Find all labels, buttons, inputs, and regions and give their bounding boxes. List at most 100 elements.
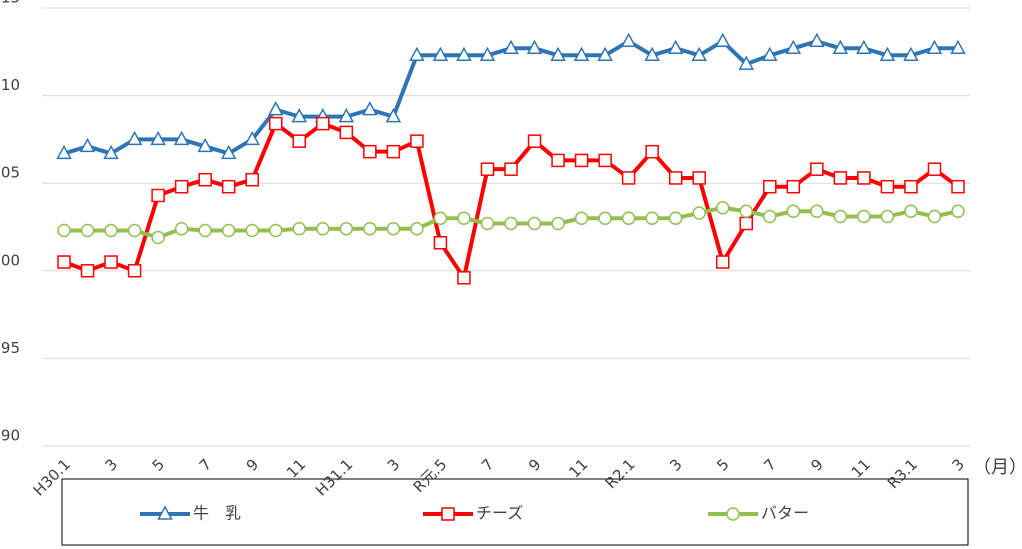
marker <box>292 134 307 148</box>
marker <box>386 222 401 236</box>
marker <box>221 179 236 194</box>
marker <box>339 125 354 140</box>
x-tick-label: 9 <box>243 455 262 474</box>
marker <box>79 137 96 153</box>
x-tick-label: 3 <box>666 455 685 474</box>
x-tick-label: 11 <box>848 455 874 481</box>
x-tick-label: 7 <box>478 455 497 474</box>
marker <box>551 153 565 168</box>
marker <box>409 46 425 62</box>
y-tick-label: 90 <box>1 427 20 445</box>
marker <box>810 204 824 218</box>
x-tick-label: 5 <box>149 455 168 474</box>
marker <box>80 223 95 238</box>
x-tick-label: 9 <box>525 455 544 474</box>
marker <box>763 179 777 194</box>
marker <box>644 46 660 62</box>
series <box>57 116 965 285</box>
marker <box>856 39 872 55</box>
legend-box <box>61 478 969 546</box>
marker <box>620 32 637 48</box>
marker <box>951 204 965 218</box>
marker <box>316 116 330 131</box>
marker <box>197 137 213 153</box>
marker <box>198 172 212 187</box>
marker <box>550 46 566 62</box>
marker <box>597 46 613 62</box>
marker <box>292 222 307 236</box>
marker <box>833 171 848 185</box>
marker <box>151 188 165 203</box>
marker <box>433 211 448 225</box>
marker <box>504 162 518 176</box>
marker <box>339 222 354 236</box>
marker <box>598 153 612 168</box>
marker <box>80 264 95 278</box>
legend-label: 牛 乳 <box>193 504 241 523</box>
marker <box>338 108 355 123</box>
marker <box>668 211 683 225</box>
marker <box>527 216 542 231</box>
marker <box>786 179 801 194</box>
marker <box>927 209 942 224</box>
marker <box>573 46 590 62</box>
marker <box>951 179 965 194</box>
marker <box>904 179 918 194</box>
marker <box>57 223 71 238</box>
marker <box>527 134 542 148</box>
marker <box>504 216 518 231</box>
marker <box>526 39 543 55</box>
x-tick-label: 3 <box>949 455 968 474</box>
marker <box>363 222 377 236</box>
marker <box>857 171 871 185</box>
marker <box>198 223 212 238</box>
marker <box>763 209 777 224</box>
marker <box>410 222 424 236</box>
marker <box>220 144 237 160</box>
marker <box>738 55 755 70</box>
marker <box>950 39 966 55</box>
marker <box>926 39 943 55</box>
marker <box>126 130 143 146</box>
marker <box>667 39 684 55</box>
marker <box>832 39 849 55</box>
y-tick-label: 100 <box>0 251 20 269</box>
marker <box>221 223 236 238</box>
y-tick-label: 115 <box>0 0 20 7</box>
marker <box>692 171 706 185</box>
marker <box>245 223 259 238</box>
marker <box>104 223 118 238</box>
marker <box>503 39 519 55</box>
y-tick-label: 95 <box>1 339 20 357</box>
marker <box>150 130 166 146</box>
marker <box>157 505 173 520</box>
x-tick-label: R2.1 <box>602 455 639 492</box>
x-tick-label: 11 <box>565 455 591 481</box>
marker <box>668 171 683 185</box>
series <box>56 32 966 160</box>
marker <box>385 108 402 123</box>
x-tick-label: 5 <box>713 455 732 474</box>
marker <box>244 130 260 146</box>
marker <box>810 162 824 176</box>
marker <box>103 144 119 160</box>
marker <box>715 255 730 269</box>
legend-label: バター <box>761 504 809 523</box>
marker <box>879 46 896 62</box>
marker <box>457 271 471 285</box>
marker <box>904 204 918 218</box>
x-tick-label: 7 <box>196 455 215 474</box>
x-tick-label: 3 <box>102 455 121 474</box>
marker <box>386 144 401 159</box>
marker <box>927 162 942 176</box>
x-tick-label: 11 <box>283 455 309 481</box>
x-tick-label: 3 <box>384 455 403 474</box>
marker <box>457 211 471 225</box>
marker <box>363 144 377 159</box>
marker <box>691 46 707 62</box>
marker <box>785 39 802 55</box>
marker <box>456 46 472 62</box>
marker <box>574 211 589 225</box>
marker <box>410 134 424 148</box>
marker <box>267 101 284 116</box>
